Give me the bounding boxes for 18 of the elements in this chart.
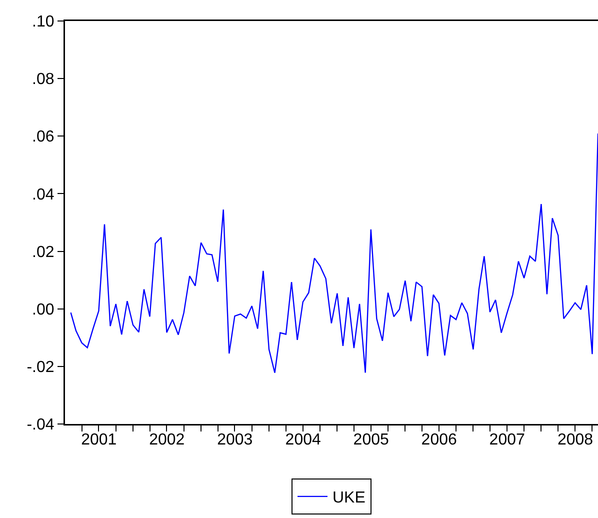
y-tick-label: .04 — [32, 186, 54, 204]
y-tick-label: .08 — [32, 71, 54, 88]
x-tick-label: 2008 — [557, 432, 594, 449]
y-tick-label: .02 — [32, 244, 54, 261]
y-tick-label: .06 — [32, 128, 54, 146]
legend-label: UKE — [332, 490, 366, 507]
x-tick-label: 2005 — [353, 432, 389, 449]
y-tick-label: -.02 — [26, 359, 54, 376]
y-tick-label: -.04 — [26, 416, 54, 434]
x-tick-label: 2006 — [421, 432, 457, 449]
x-tick-label: 2003 — [217, 432, 253, 449]
x-tick-label: 2002 — [149, 432, 185, 449]
y-tick-label: .00 — [32, 301, 54, 318]
y-tick-label: .10 — [32, 14, 54, 31]
line-series — [70, 132, 598, 374]
x-tick-label: 2004 — [285, 432, 321, 449]
x-tick-label: 2001 — [81, 432, 117, 449]
x-tick-label: 2007 — [489, 432, 525, 449]
